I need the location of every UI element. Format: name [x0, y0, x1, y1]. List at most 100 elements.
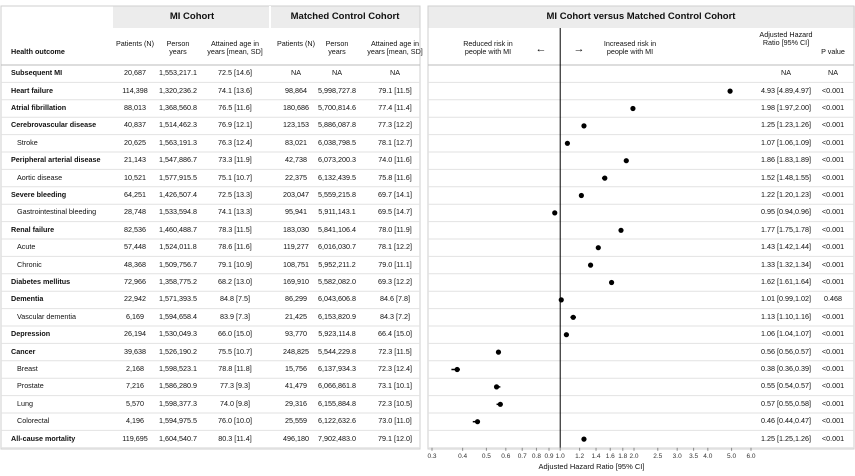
hazard-ratio-label: 1.07 [1.06,1.09] [761, 137, 811, 147]
point [630, 105, 636, 112]
column-header: Adjusted Hazard Ratio [95% CI] [759, 30, 813, 48]
table-cell: 78.8 [11.8] [218, 364, 252, 373]
p-value: <0.001 [821, 398, 845, 408]
table-cell: 6,153,820.9 [318, 311, 356, 321]
table-cell: 76.0 [10.0] [218, 416, 252, 426]
table-cell: 78.0 [11.9] [378, 224, 412, 234]
x-tick-label: 0.5 [481, 452, 491, 460]
p-value: <0.001 [821, 381, 845, 391]
table-cell: 72,966 [124, 277, 146, 286]
p-value: <0.001 [821, 120, 845, 130]
table-cell: 4,196 [126, 416, 144, 426]
row-label: Severe bleeding [11, 190, 67, 199]
column-header: Patients (N) [277, 39, 315, 48]
hazard-ratio-label: 1.43 [1.42,1.44] [761, 242, 811, 252]
table-cell: 79.1 [11.5] [378, 85, 412, 95]
x-tick-label: 1.8 [618, 452, 628, 460]
table-cell: 68.2 [13.0] [218, 277, 252, 286]
row-label: Heart failure [11, 85, 53, 95]
table-cell: 1,530,049.3 [159, 329, 197, 339]
table-cell: 69.7 [14.1] [378, 190, 412, 199]
p-value: <0.001 [821, 259, 845, 269]
table-cell: NA [291, 68, 301, 78]
table-cell: 72.3 [12.4] [378, 364, 412, 373]
table-cell: 169,910 [283, 277, 309, 286]
row-label: Aortic disease [17, 172, 63, 182]
hazard-ratio-label: 0.57 [0.55,0.58] [761, 398, 811, 408]
hazard-ratio-label: 0.56 [0.56,0.57] [761, 346, 811, 356]
table-cell: 5,952,211.2 [318, 259, 356, 269]
table-cell: 119,695 [122, 433, 148, 443]
table-cell: 28,748 [124, 207, 146, 217]
table-cell: 114,398 [122, 85, 148, 95]
table-cell: 72.3 [11.5] [378, 346, 412, 356]
x-tick-label: 0.6 [501, 452, 511, 460]
row-label: Prostate [17, 381, 44, 391]
p-value: <0.001 [821, 433, 845, 443]
table-cell: 1,509,756.7 [159, 259, 197, 269]
table-cell: 180,686 [283, 103, 309, 112]
x-tick-label: 0.8 [531, 452, 541, 460]
table-cell: 1,598,523.1 [159, 364, 197, 373]
table-cell: 75.5 [10.7] [218, 346, 252, 356]
point [595, 245, 601, 251]
table-cell: 123,153 [283, 120, 309, 130]
point [608, 279, 615, 286]
hazard-ratio-label: 1.33 [1.32,1.34] [761, 259, 811, 269]
table-frame [0, 5, 421, 450]
p-value: <0.001 [821, 277, 845, 286]
hazard-ratio-label: 0.55 [0.54,0.57] [761, 381, 811, 391]
table-cell: 80.3 [11.4] [218, 433, 252, 443]
point [552, 210, 558, 216]
x-tick-label: 5.0 [727, 452, 737, 460]
point [587, 262, 594, 268]
table-cell: 5,700,814.6 [318, 103, 356, 112]
row-label: Chronic [17, 259, 42, 269]
table-cell: 6,073,200.3 [318, 155, 356, 165]
table-cell: 248,825 [283, 346, 309, 356]
table-cell: 26,194 [124, 329, 146, 339]
table-cell: 29,316 [285, 398, 307, 408]
table-cell: 76.9 [12.1] [218, 120, 252, 130]
table-cell: 108,751 [283, 259, 309, 269]
table-cell: 74.1 [13.3] [218, 207, 252, 217]
x-tick-label: 3.0 [672, 452, 682, 460]
p-value: <0.001 [821, 207, 845, 217]
group-header-band [113, 6, 420, 28]
point [493, 384, 500, 390]
p-value: <0.001 [821, 155, 845, 165]
table-cell: 20,625 [124, 137, 146, 147]
table-cell: 20,687 [124, 68, 146, 78]
table-cell: 1,526,190.2 [159, 346, 197, 356]
table-cell: 66.4 [15.0] [378, 329, 412, 339]
row-label: Dementia [11, 294, 44, 304]
p-value: <0.001 [821, 172, 845, 182]
column-header: Health outcome [11, 47, 65, 56]
x-tick-label: 4.0 [703, 452, 713, 460]
table-cell: 1,571,393.5 [159, 294, 197, 304]
p-value: <0.001 [821, 311, 845, 321]
point [558, 297, 564, 303]
column-header: Person years [166, 39, 190, 57]
x-tick-label: 0.7 [517, 452, 527, 460]
hazard-ratio-label: 1.25 [1.23,1.26] [761, 120, 811, 130]
table-cell: 1,553,217.1 [159, 68, 197, 78]
p-value: <0.001 [821, 190, 845, 199]
hazard-ratio-label: 1.77 [1.75,1.78] [761, 224, 811, 234]
point [727, 88, 733, 94]
table-cell: 75.8 [11.6] [378, 172, 412, 182]
hazard-ratio-label: 1.13 [1.10,1.16] [761, 311, 811, 321]
plot-frame [427, 5, 855, 450]
row-label: All-cause mortality [11, 433, 76, 443]
point [578, 192, 584, 199]
table-cell: NA [332, 68, 342, 78]
row-label: Stroke [17, 137, 38, 147]
row-label: Lung [17, 398, 33, 408]
table-cell: 1,368,560.8 [159, 103, 197, 112]
table-cell: 6,155,884.8 [318, 398, 356, 408]
column-header: Patients (N) [116, 39, 154, 48]
table-cell: 98,864 [285, 85, 307, 95]
row-label: Renal failure [11, 224, 55, 234]
table-cell: 22,375 [285, 172, 307, 182]
table-cell: 119,277 [283, 242, 309, 252]
